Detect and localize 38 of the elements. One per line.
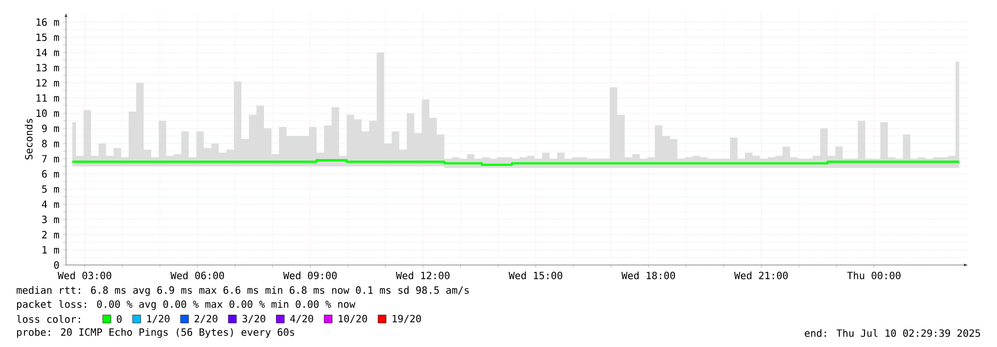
- legend-label: 3/20: [242, 314, 266, 324]
- y-axis-title: Seconds: [24, 118, 33, 160]
- legend-label: 10/20: [338, 314, 368, 324]
- y-tick-label: 16 m: [36, 18, 60, 26]
- legend-label: 4/20: [290, 314, 314, 324]
- x-tick-label: Wed 06:00: [170, 272, 224, 280]
- x-tick-label: Wed 09:00: [283, 272, 337, 280]
- y-tick-label: 2 m: [42, 230, 60, 238]
- legend-label: 1/20: [147, 314, 170, 324]
- text: probe: 20 ICMP Echo Pings (56 Bytes) every 60s: [17, 328, 294, 338]
- x-tick-label: Wed 18:00: [621, 272, 675, 280]
- y-tick-label: 6 m: [42, 170, 60, 178]
- y-tick-label: 3 m: [42, 216, 60, 224]
- y-tick-label: 1 m: [42, 246, 60, 254]
- x-tick-label: Wed 15:00: [508, 272, 562, 280]
- y-tick-label: 15 m: [36, 34, 60, 41]
- x-tick-label: Wed 12:00: [396, 272, 450, 280]
- text: median rtt: 6.8 ms avg 6.9 ms max 6.6 ms min 6.8 ms now 0.1 ms sd 98.5 am/s: [16, 286, 469, 296]
- text: end: Thu Jul 10 02:29:39 2025: [804, 329, 980, 337]
- y-tick-label: 4 m: [42, 200, 60, 208]
- x-tick-label: Wed 21:00: [734, 272, 788, 280]
- y-tick-label: 11 m: [36, 94, 60, 102]
- y-tick-label: 0: [54, 261, 59, 269]
- y-tick-label: 9 m: [42, 124, 60, 132]
- y-tick-label: 5 m: [42, 185, 60, 193]
- y-tick-label: 14 m: [36, 48, 60, 56]
- legend-title: loss color:: [16, 315, 80, 323]
- x-tick-label: Thu 00:00: [847, 272, 900, 280]
- legend-label: 2/20: [194, 314, 218, 324]
- y-tick-label: 12 m: [36, 79, 60, 87]
- y-tick-label: 8 m: [42, 140, 60, 148]
- y-tick-label: 7 m: [42, 155, 60, 162]
- y-tick-label: 10 m: [36, 109, 60, 117]
- y-tick-label: 13 m: [36, 64, 60, 72]
- legend-label: 19/20: [392, 314, 421, 324]
- legend-label: 0: [116, 315, 122, 323]
- x-tick-label: Wed 03:00: [58, 272, 112, 280]
- text: packet loss: 0.00 % avg 0.00 % max 0.00 % min 0.00 % now: [17, 300, 356, 310]
